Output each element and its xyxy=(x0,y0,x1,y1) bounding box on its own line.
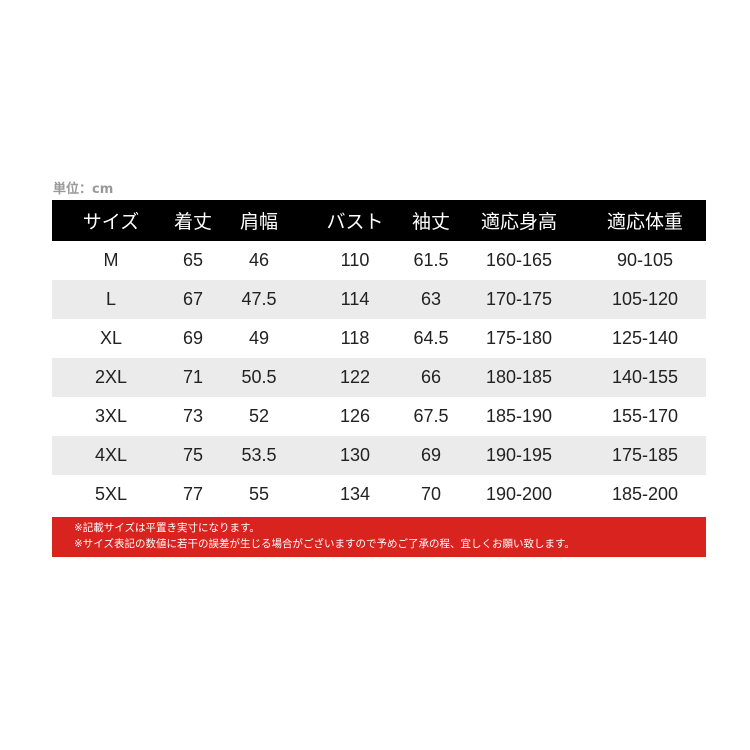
table-row: M 65 46 110 61.5 160-165 90-105 xyxy=(52,241,706,280)
table-row: 3XL 73 52 126 67.5 185-190 155-170 xyxy=(52,397,706,436)
header-cell: バスト xyxy=(326,211,384,233)
table-cell: 185-200 xyxy=(611,484,679,504)
table-cell: 52 xyxy=(248,406,270,426)
table-cell: 4XL xyxy=(94,445,128,465)
table-row: XL 69 49 118 64.5 175-180 125-140 xyxy=(52,319,706,358)
table-cell: M xyxy=(103,250,119,270)
table-cell: L xyxy=(105,289,116,309)
notes-box: ※記載サイズは平置き実寸になります。 ※サイズ表記の数値に若干の誤差が生じる場合… xyxy=(52,517,706,557)
table-cell: 90-105 xyxy=(616,250,674,270)
header-cell: 適応身高 xyxy=(480,211,557,233)
table-cell: 46 xyxy=(248,250,270,270)
table-cell: 114 xyxy=(340,289,370,309)
header-cell: 肩幅 xyxy=(239,211,278,233)
table-cell: 190-200 xyxy=(485,484,553,504)
table-cell: 2XL xyxy=(94,367,128,387)
table-cell: 122 xyxy=(339,367,371,387)
table-cell: 53.5 xyxy=(241,445,277,465)
table-cell: 180-185 xyxy=(485,367,553,387)
table-cell: 47.5 xyxy=(241,289,277,309)
table-cell: 66 xyxy=(420,367,442,387)
table-row: 5XL 77 55 134 70 190-200 185-200 xyxy=(52,475,706,514)
table-cell: 3XL xyxy=(94,406,128,426)
table-cell: 63 xyxy=(420,289,442,309)
table-cell: 105-120 xyxy=(611,289,679,309)
header-cell: サイズ xyxy=(82,211,140,233)
table-cell: 61.5 xyxy=(413,250,449,270)
table-cell: 110 xyxy=(340,250,370,270)
note-line: ※サイズ表記の数値に若干の誤差が生じる場合がございますので予めご了承の程、宜しく… xyxy=(74,538,575,550)
note-line: ※記載サイズは平置き実寸になります。 xyxy=(74,522,260,534)
table-cell: 155-170 xyxy=(611,406,679,426)
table-cell: XL xyxy=(99,328,123,348)
table-cell: 126 xyxy=(339,406,371,426)
table-cell: 64.5 xyxy=(413,328,449,348)
table-cell: 75 xyxy=(182,445,204,465)
table-row: 4XL 75 53.5 130 69 190-195 175-185 xyxy=(52,436,706,475)
table-cell: 70 xyxy=(420,484,442,504)
table-cell: 69 xyxy=(420,445,442,465)
table-cell: 175-185 xyxy=(611,445,679,465)
table-cell: 170-175 xyxy=(485,289,553,309)
header-cell: 着丈 xyxy=(173,211,212,233)
table-cell: 185-190 xyxy=(485,406,553,426)
table-cell: 140-155 xyxy=(611,367,679,387)
table-cell: 5XL xyxy=(94,484,128,504)
table-cell: 55 xyxy=(248,484,270,504)
table-cell: 125-140 xyxy=(611,328,679,348)
table-cell: 160-165 xyxy=(485,250,553,270)
table-cell: 67.5 xyxy=(413,406,449,426)
table-cell: 118 xyxy=(340,328,370,348)
table-cell: 49 xyxy=(248,328,270,348)
table-cell: 190-195 xyxy=(485,445,553,465)
table-header: サイズ 着丈 肩幅 バスト 袖丈 適応身高 適応体重 xyxy=(52,200,706,241)
table-cell: 50.5 xyxy=(241,367,277,387)
size-table: サイズ 着丈 肩幅 バスト 袖丈 適応身高 適応体重 M 65 46 110 61.5 1… xyxy=(52,200,706,514)
table-cell: 69 xyxy=(182,328,204,348)
header-cell: 適応体重 xyxy=(606,211,683,233)
table-cell: 175-180 xyxy=(485,328,553,348)
unit-label: 単位：cm xyxy=(53,182,114,197)
table-cell: 77 xyxy=(182,484,204,504)
table-cell: 65 xyxy=(182,250,204,270)
table-cell: 130 xyxy=(339,445,371,465)
table-row: 2XL 71 50.5 122 66 180-185 140-155 xyxy=(52,358,706,397)
header-cell: 袖丈 xyxy=(411,211,450,233)
table-cell: 134 xyxy=(339,484,371,504)
table-cell: 71 xyxy=(182,367,204,387)
table-cell: 73 xyxy=(182,406,204,426)
table-row: L 67 47.5 114 63 170-175 105-120 xyxy=(52,280,706,319)
table-cell: 67 xyxy=(182,289,204,309)
